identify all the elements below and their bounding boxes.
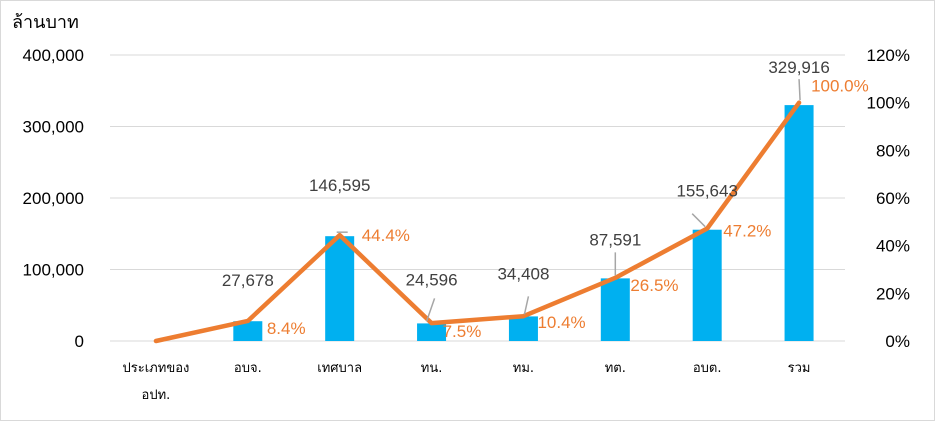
x-tick-label: อบจ. [234, 361, 262, 376]
bar-value-label: 155,643 [676, 182, 737, 201]
label-leader-line [523, 296, 530, 315]
label-leader-line [798, 79, 801, 101]
bar-value-label: 24,596 [406, 270, 458, 289]
x-tick-label: รวม [788, 361, 811, 376]
line-value-label: 7.5% [443, 322, 482, 341]
series-line [153, 100, 802, 344]
x-tick-label: อบต. [693, 361, 722, 376]
gridlines [110, 54, 845, 342]
bar [784, 105, 814, 341]
line-value-label: 26.5% [630, 276, 678, 295]
x-tick-label: ประเภทของ [123, 361, 190, 376]
x-tick-label: ทม. [513, 361, 534, 376]
bar-value-label: 329,916 [768, 58, 829, 77]
line-value-label: 10.4% [537, 313, 585, 332]
label-leader-line [691, 213, 706, 228]
bar [417, 323, 447, 341]
y-tick-label: 0 [75, 332, 84, 351]
y-tick-label: 100,000 [23, 261, 84, 280]
y2-tick-label: 40% [876, 237, 910, 256]
x-tick-label: ทต. [605, 361, 626, 376]
line-value-label: 47.2% [723, 222, 771, 241]
bar [692, 229, 722, 341]
y2-tick-label: 120% [867, 46, 910, 65]
bar-value-label: 27,678 [222, 271, 274, 290]
y2-tick-label: 20% [876, 284, 910, 303]
y2-tick-label: 60% [876, 189, 910, 208]
line-series [153, 100, 802, 344]
bar-value-label: 146,595 [309, 176, 370, 195]
y-tick-label: 200,000 [23, 189, 84, 208]
label-leaders [336, 79, 801, 322]
y2-tick-label: 80% [876, 141, 910, 160]
label-leader-line [425, 298, 436, 322]
bar [508, 316, 538, 341]
y2-tick-label: 0% [885, 332, 910, 351]
y-tick-label: 400,000 [23, 46, 84, 65]
bar-value-label: 34,408 [497, 264, 549, 283]
bars [233, 105, 814, 341]
x-tick-label: เทศบาล [317, 361, 362, 376]
bar-value-label: 87,591 [589, 230, 641, 249]
axes: 0 100,000 200,000 300,000 400,000 0% 20% 40% 60%… [23, 46, 910, 403]
x-tick-label: ทน. [421, 361, 443, 376]
y-tick-label: 300,000 [23, 118, 84, 137]
y-axis-title: ล้านบาท [12, 12, 79, 33]
line-value-label: 100.0% [811, 77, 869, 96]
x-tick-label: อปท. [142, 388, 171, 403]
y2-tick-label: 100% [867, 94, 910, 113]
bar [233, 321, 263, 341]
bar [600, 278, 630, 341]
data-labels: 27,678 146,595 24,596 34,408 87,591 155,643 32… [222, 58, 869, 341]
bar [325, 236, 355, 341]
line-value-label: 44.4% [362, 226, 410, 245]
line-value-label: 8.4% [267, 319, 306, 338]
